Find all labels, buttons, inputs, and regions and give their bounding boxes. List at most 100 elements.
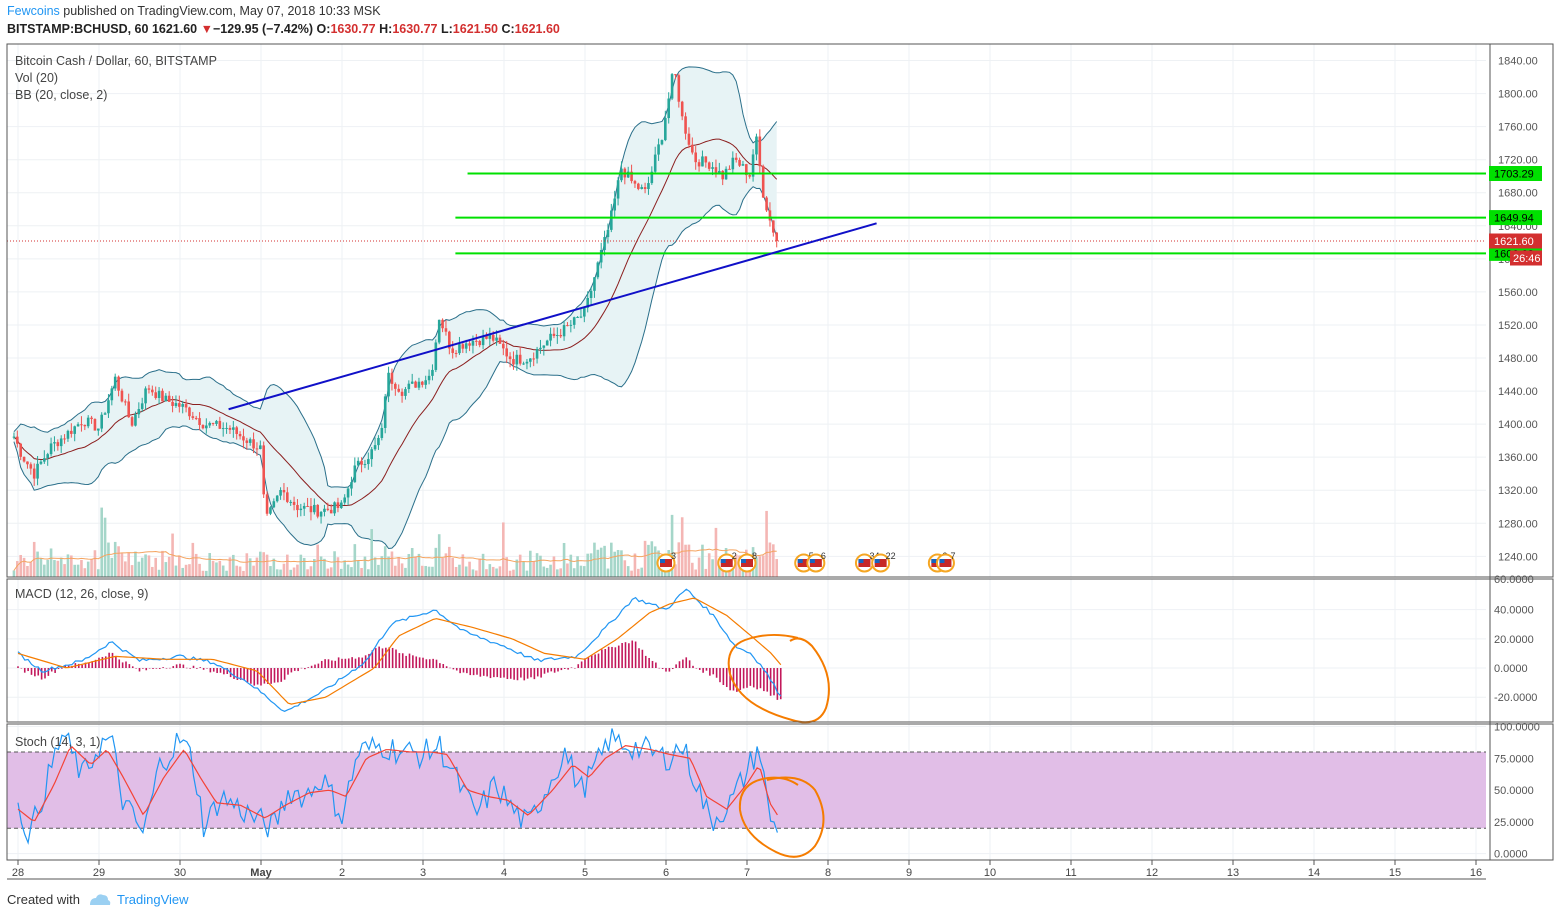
macd-hist-bar bbox=[391, 647, 394, 669]
volume-bar bbox=[29, 562, 33, 577]
event-flag-stripe bbox=[939, 559, 952, 567]
event-flag-icon[interactable]: 7 bbox=[935, 551, 956, 573]
volume-bar bbox=[181, 567, 184, 577]
volume-bar bbox=[765, 510, 768, 577]
tradingview-logo-icon[interactable] bbox=[88, 892, 112, 908]
volume-bar bbox=[336, 557, 340, 577]
macd-hist-bar bbox=[118, 659, 121, 669]
macd-hist-bar bbox=[439, 663, 441, 669]
candle-body bbox=[360, 460, 363, 465]
event-flag-canton bbox=[874, 559, 880, 563]
volume-bar bbox=[586, 553, 589, 577]
macd-hist-bar bbox=[307, 667, 310, 669]
candle-body bbox=[329, 509, 333, 514]
volume-bar bbox=[593, 542, 596, 577]
event-flag-icon[interactable]: 22 bbox=[871, 551, 896, 573]
candle-body bbox=[238, 433, 242, 437]
macd-hist-bar bbox=[50, 668, 53, 672]
macd-panel[interactable] bbox=[17, 588, 830, 724]
high-label: H: bbox=[379, 22, 393, 36]
volume-bar bbox=[417, 553, 421, 577]
candle-body bbox=[657, 144, 660, 155]
macd-hist-bar bbox=[489, 668, 492, 679]
stoch-annotation-circle[interactable] bbox=[738, 776, 825, 858]
candle-body bbox=[49, 443, 53, 455]
volume-bar bbox=[569, 554, 573, 577]
event-flag-icon[interactable]: 8 bbox=[737, 551, 758, 573]
candle-body bbox=[434, 342, 438, 370]
volume-bar bbox=[117, 546, 120, 577]
candle-body bbox=[566, 325, 569, 327]
candle-body bbox=[144, 388, 147, 404]
symbol: BITSTAMP:BCHUSD, 60 bbox=[7, 22, 149, 36]
price-panel[interactable]: 32856342227 bbox=[7, 66, 1486, 577]
event-flag-icon[interactable]: 2 bbox=[717, 551, 737, 573]
volume-bar bbox=[178, 555, 181, 577]
macd-hist-bar bbox=[327, 659, 330, 669]
event-flag-stripe bbox=[741, 559, 753, 567]
open-value: 1630.77 bbox=[330, 22, 376, 36]
event-flag-stripe bbox=[720, 559, 733, 567]
event-count: 6 bbox=[821, 551, 826, 561]
macd-hist-bar bbox=[435, 659, 438, 669]
price-tick-label: 1480.00 bbox=[1498, 353, 1538, 365]
candle-body bbox=[73, 426, 76, 434]
chart-canvas[interactable]: 32856342227 1240.001280.001320.001360.00… bbox=[0, 42, 1556, 884]
macd-hist-bar bbox=[77, 663, 80, 669]
macd-hist-bar bbox=[395, 649, 397, 669]
open-label: O: bbox=[316, 22, 331, 36]
volume-bar bbox=[232, 554, 235, 577]
volume-bar bbox=[552, 556, 556, 577]
time-tick-label: 3 bbox=[420, 867, 426, 879]
macd-annotation-circle[interactable] bbox=[727, 634, 830, 724]
volume-bar bbox=[346, 564, 350, 577]
candle-body bbox=[421, 381, 424, 385]
publisher-link[interactable]: Fewcoins bbox=[7, 4, 60, 18]
volume-bar bbox=[427, 566, 431, 577]
candle-body bbox=[603, 237, 606, 251]
trend-line[interactable] bbox=[228, 222, 877, 411]
candle-body bbox=[66, 430, 70, 439]
macd-hist-bar bbox=[631, 640, 634, 669]
volume-bar bbox=[755, 557, 758, 577]
volume-bar bbox=[56, 560, 60, 577]
macd-hist-bar bbox=[698, 668, 701, 670]
event-flag-stripe bbox=[797, 559, 810, 567]
footer-brand-link[interactable]: TradingView bbox=[117, 892, 189, 907]
volume-bar bbox=[677, 542, 681, 577]
volume-bar bbox=[80, 559, 83, 577]
volume-bar bbox=[90, 559, 93, 577]
event-icons[interactable]: 32856342227 bbox=[656, 551, 956, 573]
event-flag-icon[interactable]: 3 bbox=[656, 551, 677, 573]
volume-bar bbox=[63, 564, 66, 577]
volume-bar bbox=[167, 556, 171, 577]
candle-body bbox=[286, 492, 289, 502]
horizontal-levels[interactable] bbox=[455, 172, 1486, 255]
macd-hist-bar bbox=[688, 660, 691, 669]
macd-hist-bar bbox=[550, 668, 553, 672]
macd-hist-bar bbox=[445, 666, 448, 669]
volume-bar bbox=[221, 565, 225, 577]
price-tick-label: 1800.00 bbox=[1498, 89, 1538, 101]
macd-hist-bar bbox=[44, 668, 46, 679]
macd-hist-bar bbox=[739, 668, 742, 690]
macd-hist-bar bbox=[104, 656, 107, 669]
stoch-panel[interactable] bbox=[7, 728, 1486, 858]
volume-bar bbox=[670, 514, 674, 577]
volume-bar bbox=[19, 554, 22, 577]
volume-bar bbox=[269, 566, 272, 577]
macd-hist-bar bbox=[374, 648, 377, 669]
stoch-tick-label: 25.0000 bbox=[1494, 817, 1534, 829]
macd-hist-bar bbox=[304, 668, 306, 670]
volume-bar bbox=[313, 559, 316, 577]
event-flag-icon[interactable]: 6 bbox=[806, 551, 826, 573]
event-count: 2 bbox=[732, 551, 737, 561]
candle-body bbox=[390, 372, 394, 384]
macd-hist-bar bbox=[202, 668, 205, 670]
macd-hist-bar bbox=[685, 657, 688, 669]
macd-hist-bar bbox=[682, 659, 684, 669]
price-tick-label: 1400.00 bbox=[1498, 419, 1538, 431]
candle-body bbox=[26, 461, 29, 465]
candle-body bbox=[414, 381, 417, 388]
macd-hist-bar bbox=[108, 652, 110, 669]
